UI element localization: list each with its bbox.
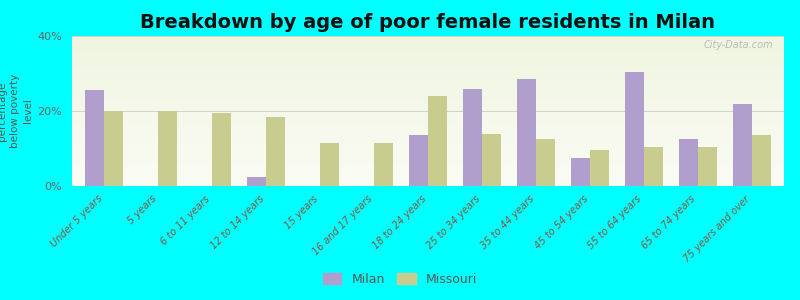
Bar bbox=[320, 143, 339, 186]
Bar bbox=[212, 113, 231, 186]
Bar bbox=[733, 103, 752, 186]
Bar bbox=[463, 88, 482, 186]
Bar bbox=[536, 139, 554, 186]
Bar bbox=[698, 147, 717, 186]
Y-axis label: percentage
below poverty
level: percentage below poverty level bbox=[0, 74, 34, 148]
Legend: Milan, Missouri: Milan, Missouri bbox=[318, 268, 482, 291]
Bar bbox=[752, 135, 770, 186]
Bar bbox=[428, 96, 447, 186]
Bar bbox=[625, 72, 644, 186]
Bar bbox=[482, 134, 501, 186]
Bar bbox=[679, 139, 698, 186]
Title: Breakdown by age of poor female residents in Milan: Breakdown by age of poor female resident… bbox=[141, 13, 715, 32]
Bar bbox=[517, 79, 536, 186]
Bar bbox=[266, 117, 285, 186]
Bar bbox=[590, 150, 609, 186]
Bar bbox=[571, 158, 590, 186]
Bar bbox=[247, 177, 266, 186]
Bar bbox=[158, 111, 177, 186]
Text: City-Data.com: City-Data.com bbox=[704, 40, 774, 50]
Bar bbox=[104, 111, 123, 186]
Bar bbox=[86, 90, 104, 186]
Bar bbox=[644, 147, 662, 186]
Bar bbox=[409, 135, 428, 186]
Bar bbox=[374, 143, 393, 186]
